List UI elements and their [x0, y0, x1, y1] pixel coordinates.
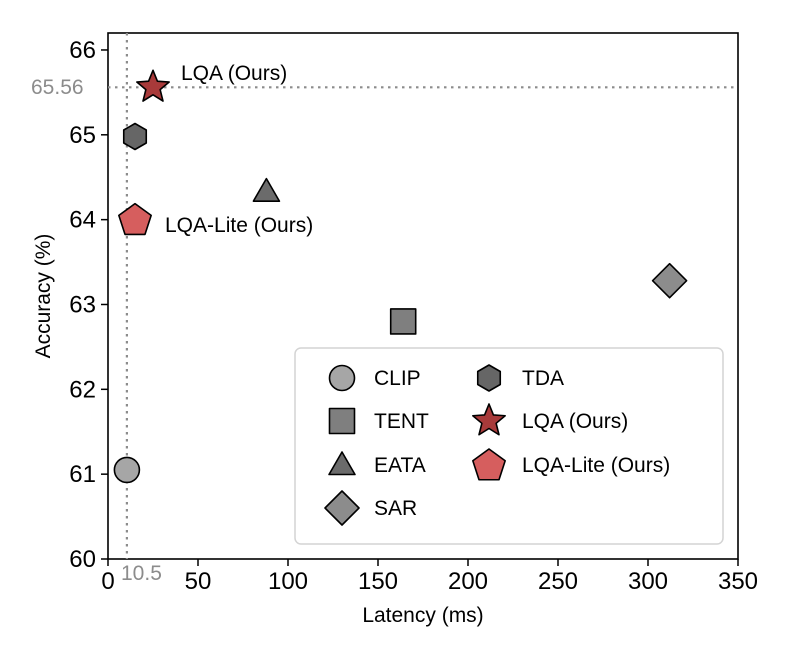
x-tick-label-0: 0 [101, 568, 114, 595]
point-tda [122, 122, 148, 151]
point-eata [252, 177, 281, 202]
legend-label-eata: EATA [374, 454, 426, 477]
legend-label-tent: TENT [374, 410, 429, 433]
x-tick-label-50: 50 [185, 568, 212, 595]
point-lqa-lite-ours [118, 202, 152, 236]
point-lqa-ours [136, 69, 170, 102]
reference-lines [108, 33, 738, 559]
x-tick-label-300: 300 [628, 568, 668, 595]
legend-label-lqa: LQA (Ours) [522, 410, 628, 433]
x-tick-label-150: 150 [358, 568, 398, 595]
legend-box [294, 347, 724, 545]
y-tick-label-60: 60 [69, 546, 96, 573]
data-points [113, 69, 688, 484]
legend-label-sar: SAR [374, 497, 417, 520]
x-axis-title: Latency (ms) [362, 604, 483, 627]
y-axis-title: Accuracy (%) [32, 234, 55, 359]
legend-marker-clip [328, 364, 356, 392]
y-tick-label-66: 66 [69, 37, 96, 64]
legend-marker-lqa-lite-ours [472, 448, 506, 481]
legend-label-clip: CLIP [374, 367, 421, 390]
point-clip [113, 456, 141, 484]
y-tick-label-64: 64 [69, 207, 96, 234]
legend: CLIP TENT EATA SAR TDA LQA (Ours) LQA-Li… [294, 347, 724, 545]
annotation-lqa: LQA (Ours) [181, 62, 287, 85]
point-sar [651, 262, 688, 299]
y-tick-label-65: 65 [69, 122, 96, 149]
x-tick-label-350: 350 [718, 568, 758, 595]
legend-label-lqa-lite: LQA-Lite (Ours) [522, 454, 670, 477]
y-tick-label-61: 61 [69, 461, 96, 488]
legend-marker-tda [476, 364, 502, 392]
x-tick-label-250: 250 [538, 568, 578, 595]
ref-label-x: 10.5 [121, 562, 162, 585]
x-tick-label-100: 100 [268, 568, 308, 595]
legend-marker-eata [328, 451, 356, 476]
legend-marker-tent [328, 407, 356, 435]
x-tick-label-200: 200 [448, 568, 488, 595]
legend-label-tda: TDA [522, 367, 564, 390]
point-tent [389, 308, 417, 335]
legend-marker-sar [324, 490, 360, 526]
y-tick-label-63: 63 [69, 291, 96, 318]
legend-markers [324, 364, 506, 526]
axis-ticks: 0 50 100 150 200 250 300 350 60 61 62 63 64 65 66 [69, 37, 758, 595]
annotation-lqa-lite: LQA-Lite (Ours) [165, 214, 313, 237]
y-tick-label-62: 62 [69, 376, 96, 403]
legend-marker-lqa-ours [472, 403, 506, 436]
ref-label-y: 65.56 [31, 76, 84, 99]
